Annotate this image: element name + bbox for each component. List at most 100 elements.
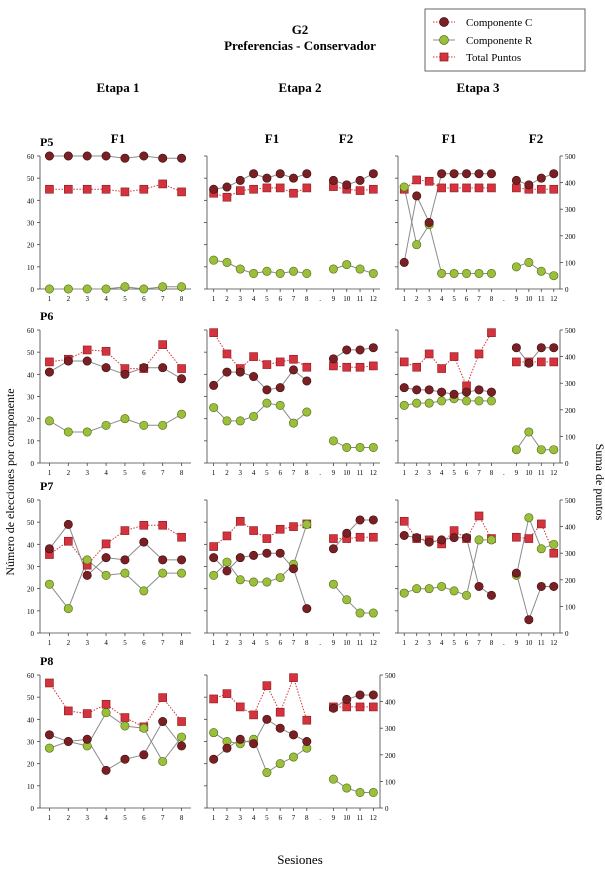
y-tick-label: 50 <box>27 519 35 527</box>
point-c <box>44 367 54 377</box>
x-tick-label: 6 <box>142 295 146 303</box>
point-c <box>536 343 546 353</box>
point-c <box>222 182 232 192</box>
y-tick-label: 0 <box>31 460 35 468</box>
x-tick-label: 5 <box>265 295 269 303</box>
point-c <box>44 151 54 161</box>
x-tick-label: 1 <box>48 469 52 477</box>
phase-break-mark: . <box>319 295 321 303</box>
point-r <box>209 728 219 738</box>
y-tick-label: 0 <box>31 805 35 813</box>
point-r <box>524 257 534 267</box>
point-total <box>487 328 496 337</box>
point-total <box>262 360 272 369</box>
legend-total-label: Total Puntos <box>466 52 521 64</box>
point-c <box>63 151 73 161</box>
x-tick-label: 6 <box>465 295 469 303</box>
point-c <box>549 581 559 591</box>
point-c <box>449 533 459 543</box>
point-r <box>262 768 272 778</box>
series-line-r <box>49 559 182 610</box>
x-tick-label: 5 <box>123 469 127 477</box>
point-c <box>342 180 352 190</box>
point-total <box>462 183 471 193</box>
legend-total-marker <box>439 52 449 62</box>
point-r <box>120 721 130 731</box>
point-c <box>82 151 92 161</box>
point-r <box>486 535 496 545</box>
point-total <box>158 340 167 349</box>
x-tick-label: 11 <box>538 469 545 477</box>
x-tick-label: 2 <box>415 639 419 647</box>
point-c <box>177 374 187 384</box>
point-r <box>328 264 338 274</box>
point-r <box>437 396 447 406</box>
point-c <box>536 173 546 183</box>
y-tick-label: 10 <box>27 264 35 272</box>
point-c <box>486 387 496 397</box>
point-r <box>275 759 285 769</box>
stage-label-3: Etapa 3 <box>457 80 500 95</box>
x-tick-label: 2 <box>225 295 229 303</box>
point-c <box>524 180 534 190</box>
point-total <box>289 188 298 198</box>
x-tick-label: 5 <box>265 469 269 477</box>
point-r <box>177 732 187 742</box>
point-c <box>235 553 245 563</box>
x-tick-label: 2 <box>415 295 419 303</box>
x-tick-label: 3 <box>427 639 431 647</box>
point-c <box>120 754 130 764</box>
phase-label-e2-f2: F2 <box>339 131 353 146</box>
point-c <box>474 169 484 179</box>
point-r <box>549 539 559 549</box>
x-tick-label: 3 <box>85 295 89 303</box>
point-r <box>536 544 546 554</box>
y-right-tick-label: 300 <box>565 380 576 388</box>
y-tick-label: 10 <box>27 438 35 446</box>
x-tick-label: 11 <box>538 295 545 303</box>
x-tick-label: 2 <box>225 814 229 822</box>
point-c <box>63 356 73 366</box>
y-axis-left-title: Número de elecciones por componente <box>3 388 17 575</box>
y-tick-label: 30 <box>27 220 35 228</box>
x-tick-label: 8 <box>490 295 494 303</box>
y-right-tick-label: 300 <box>565 206 576 214</box>
x-tick-label: 7 <box>292 469 296 477</box>
x-tick-label: 4 <box>104 469 108 477</box>
x-tick-label: 12 <box>370 639 378 647</box>
phase-label-e2-f1: F1 <box>265 131 279 146</box>
y-tick-label: 20 <box>27 416 35 424</box>
x-tick-label: 7 <box>161 639 165 647</box>
point-c <box>120 555 130 565</box>
point-r <box>536 445 546 455</box>
series-line-c <box>333 347 374 360</box>
point-r <box>399 182 409 192</box>
point-c <box>44 730 54 740</box>
point-c <box>235 734 245 744</box>
point-r <box>524 427 534 437</box>
x-tick-label: 3 <box>239 469 243 477</box>
x-tick-label: 6 <box>142 469 146 477</box>
point-total <box>222 349 232 359</box>
point-r <box>368 442 378 452</box>
series-line-c <box>516 347 554 365</box>
x-tick-label: 7 <box>292 295 296 303</box>
x-tick-label: 12 <box>370 295 378 303</box>
point-r <box>63 427 73 437</box>
point-r <box>474 535 484 545</box>
point-r <box>222 557 232 567</box>
point-total <box>474 183 484 193</box>
point-r <box>101 420 111 430</box>
series-line-total <box>403 179 492 190</box>
point-r <box>368 787 378 797</box>
x-tick-label: 6 <box>278 295 282 303</box>
x-tick-label: 1 <box>48 639 52 647</box>
point-c <box>342 528 352 538</box>
panel-P7-stage-2: 1 2 3 4 5 6 7 8 9 10 11 12. <box>204 499 380 647</box>
point-r <box>139 420 149 430</box>
point-c <box>424 218 434 228</box>
x-tick-label: 2 <box>67 639 71 647</box>
point-r <box>222 257 232 267</box>
x-tick-label: 6 <box>142 639 146 647</box>
